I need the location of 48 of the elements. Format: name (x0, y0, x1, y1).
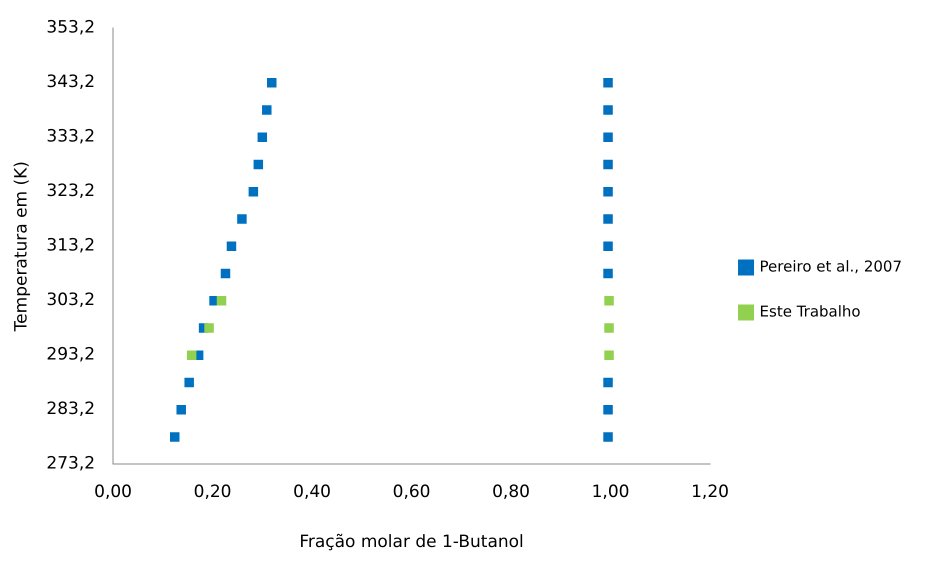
y-tick-label: 323,2 (46, 181, 96, 202)
y-tick-label: 273,2 (46, 454, 96, 474)
point (248, 186, 258, 196)
point (603, 105, 613, 115)
point (603, 241, 613, 251)
x-axis-title: Fração molar de 1-Butanol (299, 532, 524, 552)
point (262, 105, 272, 115)
x-tick-label: 0,80 (492, 482, 530, 502)
point (603, 404, 613, 414)
point (603, 378, 613, 388)
point (267, 78, 277, 88)
x-tick-label: 0,40 (293, 482, 331, 502)
y-axis-title: Temperatura em (K) (12, 161, 32, 332)
point (604, 296, 614, 306)
y-tick-label: 303,2 (46, 290, 96, 310)
point (603, 78, 613, 88)
point (204, 323, 214, 333)
y-tick-label: 293,2 (46, 344, 96, 365)
x-tick-label: 0,00 (94, 482, 132, 502)
x-tick-label: 1,00 (592, 482, 630, 502)
legend-label: Este Trabalho (760, 302, 861, 320)
point (237, 214, 247, 224)
point (254, 160, 264, 170)
point (186, 350, 196, 360)
point (603, 132, 613, 142)
point (603, 214, 613, 224)
point (604, 323, 614, 333)
x-tick-label: 1,20 (691, 482, 729, 502)
point (604, 350, 614, 360)
point (258, 132, 268, 142)
point (603, 432, 613, 442)
point (603, 186, 613, 196)
y-tick-label: 333,2 (46, 126, 96, 147)
y-tick-label: 313,2 (46, 236, 96, 256)
point (176, 404, 186, 414)
x-tick-label: 0,60 (392, 482, 430, 502)
x-tick-label: 0,20 (194, 482, 232, 502)
point (603, 268, 613, 278)
y-tick-label: 353,2 (46, 18, 96, 38)
y-tick-label: 283,2 (46, 399, 96, 420)
point (220, 268, 230, 278)
point (226, 241, 236, 251)
point (216, 296, 226, 306)
y-tick-label: 343,2 (46, 72, 96, 92)
point (603, 160, 613, 170)
legend-label: Pereiro et al., 2007 (760, 257, 902, 276)
point (184, 378, 194, 388)
point (170, 432, 180, 442)
